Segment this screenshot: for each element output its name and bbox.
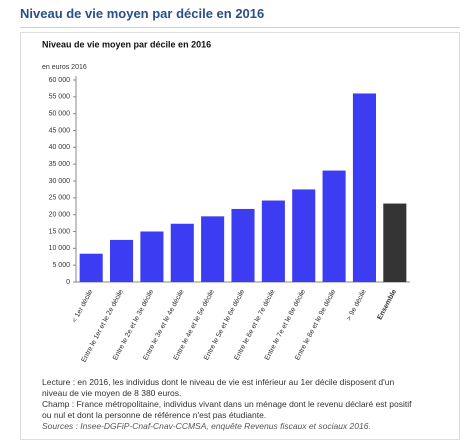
chart-title: Niveau de vie moyen par décile en 2016 [42,39,211,49]
bar [231,208,255,282]
y-unit-label: en euros 2016 [42,64,87,71]
y-tick-label: 35 000 [49,161,71,168]
y-tick-label: 45 000 [49,127,71,134]
y-tick-label: 20 000 [49,212,71,219]
bar [140,231,164,282]
x-tick-label: < 1er décile [71,288,94,324]
x-tick-label: Ensemble [377,288,399,321]
y-tick-label: 25 000 [49,195,71,202]
bar [261,200,285,282]
title-rule [20,27,460,28]
page-title: Niveau de vie moyen par décile en 2016 [20,6,265,21]
x-tick-label: > 9e décile [346,288,368,321]
notes: Lecture : en 2016, les individus dont le… [42,377,412,432]
y-tick-label: 40 000 [49,144,71,151]
y-tick-label: 60 000 [49,77,71,84]
chart-box [20,32,460,440]
y-tick-label: 10 000 [49,245,71,252]
note-champ: Champ : France métropolitaine, individus… [42,399,412,420]
bar [201,216,225,282]
y-tick-label: 55 000 [49,94,71,101]
y-tick-label: 5 000 [52,262,70,269]
bar [110,239,134,282]
y-tick-label: 0 [66,279,70,286]
y-tick-label: 15 000 [49,228,71,235]
bar [383,203,407,282]
bar [79,253,103,282]
y-tick-label: 30 000 [49,178,71,185]
bar [352,93,376,282]
y-tick-label: 50 000 [49,111,71,118]
bar [170,223,194,282]
note-sources: Sources : Insee-DGFiP-Cnaf-Cnav-CCMSA, e… [42,421,371,431]
bar [322,170,346,282]
bar [292,189,316,282]
note-lecture: Lecture : en 2016, les individus dont le… [42,377,395,398]
